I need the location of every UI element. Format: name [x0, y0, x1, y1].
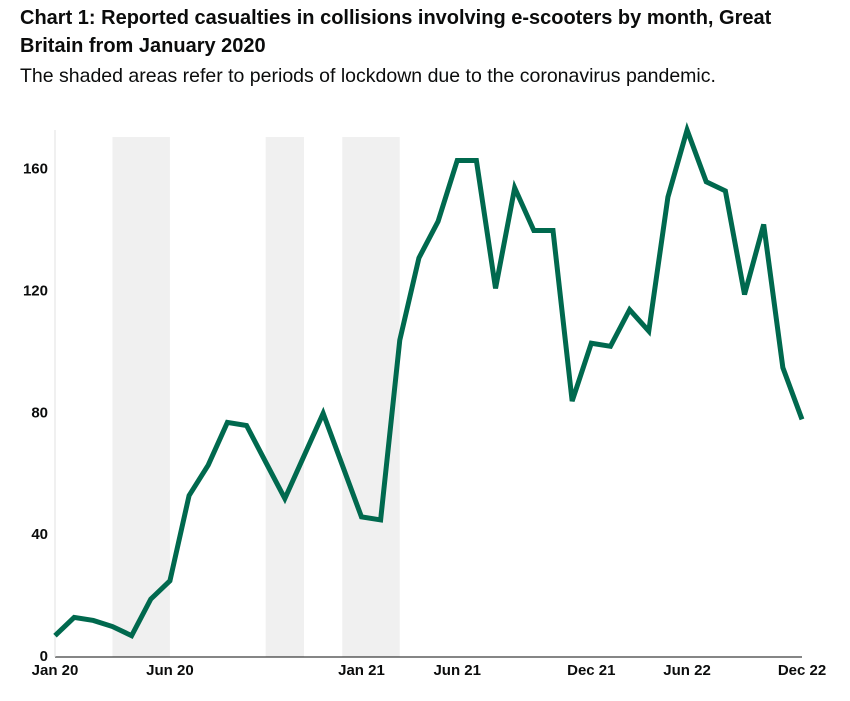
x-tick-label: Jan 20 [32, 662, 79, 679]
x-tick-label: Dec 21 [567, 662, 615, 679]
y-tick-label: 40 [31, 526, 48, 543]
lockdown-shade [265, 137, 304, 657]
x-tick-label: Jun 22 [663, 662, 711, 679]
y-tick-label: 160 [23, 161, 48, 178]
x-tick-label: Jun 21 [433, 662, 481, 679]
y-tick-label: 0 [40, 648, 48, 665]
lockdown-shade [342, 137, 400, 657]
y-tick-label: 120 [23, 282, 48, 299]
x-tick-label: Jan 21 [338, 662, 385, 679]
data-line [53, 121, 805, 639]
x-tick-label: Dec 22 [778, 662, 826, 679]
lockdown-shade [112, 137, 170, 657]
y-tick-label: 80 [31, 404, 48, 421]
chart-subtitle: The shaded areas refer to periods of loc… [20, 65, 716, 87]
chart-title: Chart 1: Reported casualties in collisio… [20, 7, 772, 57]
x-tick-label: Jun 20 [146, 662, 194, 679]
